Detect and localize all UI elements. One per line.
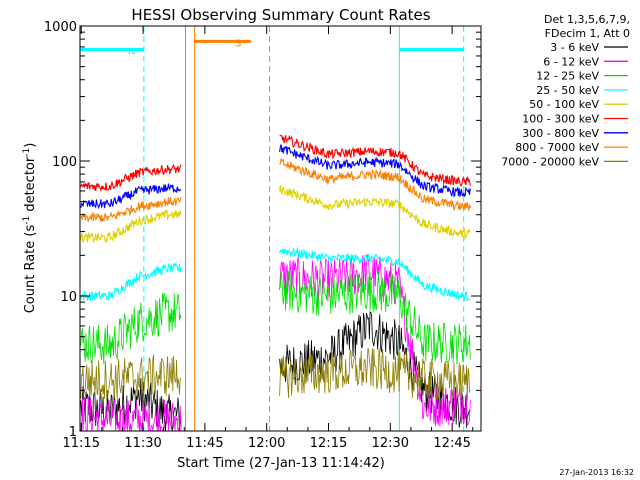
x-tick-label-2: 11:45 [186,436,223,451]
x-tick-label-6: 12:45 [433,436,470,451]
series-line-7-1 [279,158,471,212]
x-axis-label: Start Time (27-Jan-13 11:14:42) [177,456,385,471]
flag-label-0: N [128,46,135,57]
y-axis-label-sup2: -1 [22,148,32,157]
series-line-6-0 [80,183,182,210]
series-layer [80,134,471,432]
series-line-2-0 [80,292,182,365]
x-tick-label-0: 11:15 [63,436,100,451]
x-tick-label-3: 12:00 [248,436,285,451]
legend-label-3: 25 - 50 keV [536,84,599,97]
series-line-3-0 [80,262,182,301]
legend-label-0: 3 - 6 keV [550,41,599,54]
legend-label-6: 300 - 800 keV [522,127,599,140]
legend-header-line-2: FDecim 1, Att 0 [545,27,630,40]
chart-title: HESSI Observing Summary Count Rates [131,6,430,24]
flag-label-1: S [235,38,241,49]
legend-label-8: 7000 - 20000 keV [501,155,599,168]
y-axis-label: Count Rate (s-1 detector-1) [22,143,38,314]
series-line-4-0 [80,208,182,244]
x-tick-label-4: 12:15 [310,436,347,451]
series-line-8-1 [279,347,471,402]
series-line-3-1 [279,247,471,302]
timestamp: 27-Jan-2013 16:32 [559,468,634,477]
bars-layer: NS [80,38,464,57]
y-tick-label-1: 10 [60,290,77,305]
legend-label-1: 6 - 12 keV [543,55,599,68]
legend-label-4: 50 - 100 keV [529,98,599,111]
y-axis-label-main: Count Rate (s [23,225,38,314]
series-line-1-1 [279,253,471,427]
plot-frame [79,25,482,432]
series-line-5-1 [279,134,471,187]
series-line-7-0 [80,196,182,223]
y-tick-label-0: 1 [69,425,77,440]
y-tick-label-2: 100 [52,155,77,170]
series-line-2-1 [279,270,471,365]
series-line-8-0 [80,354,182,402]
series-line-4-1 [279,185,471,241]
y-tick-label-3: 1000 [44,20,77,35]
x-tick-label-5: 12:30 [372,436,409,451]
y-axis-label-sup1: -1 [22,216,32,225]
plot-area: NS 11:15 11:30 11:45 12:00 12:15 12:30 12:4511… [44,20,482,451]
series-line-6-1 [279,144,471,198]
y-axis-label-mid: detector [23,156,38,216]
legend: Det 1,3,5,6,7,9, FDecim 1, Att 0 3 - 6 k… [501,13,630,168]
legend-header-line-1: Det 1,3,5,6,7,9, [544,13,630,26]
ticks-layer: 11:15 11:30 11:45 12:00 12:15 12:30 12:45 1 10 10… [44,20,481,451]
legend-label-5: 100 - 300 keV [522,113,599,126]
series-line-1-0 [80,397,182,432]
legend-label-2: 12 - 25 keV [536,70,599,83]
y-axis-label-end: ) [23,143,38,148]
legend-label-7: 800 - 7000 keV [515,141,599,154]
x-tick-label-1: 11:30 [124,436,161,451]
series-line-5-0 [80,163,182,193]
